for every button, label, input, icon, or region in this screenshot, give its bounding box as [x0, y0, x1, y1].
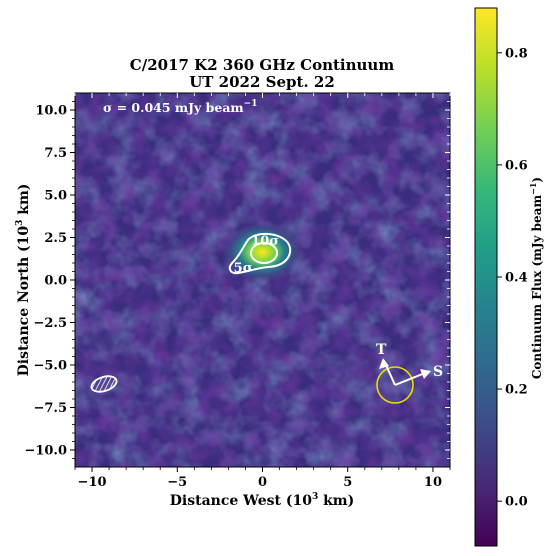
y-tick-label: 7.5 [44, 146, 67, 161]
sun-circle [376, 366, 414, 404]
x-tick-label: −10 [78, 475, 107, 490]
contours [228, 233, 292, 275]
velocity-direction-label: T [376, 342, 387, 358]
colorbar-tick-label: 0.6 [505, 158, 528, 173]
y-tick-label: 2.5 [44, 231, 67, 246]
contour-10sigma [250, 242, 278, 264]
beam-ellipse [90, 375, 118, 393]
sun-direction-label: S [433, 364, 443, 380]
y-tick-label: −10.0 [24, 444, 67, 459]
y-tick-label: 0.0 [44, 274, 67, 289]
colorbar-tick-label: 0.4 [505, 271, 528, 286]
contour-5sigma [228, 233, 292, 275]
y-tick-label: −2.5 [33, 316, 67, 331]
y-tick-label: −5.0 [33, 359, 67, 374]
y-tick-label: −7.5 [33, 401, 67, 416]
sigma-exp: −1 [244, 99, 258, 109]
colorbar-label: Continuum Flux (mJy beam−1) [528, 177, 544, 379]
y-axis-label: Distance North (103 km) [15, 184, 32, 377]
chart-title-line2: UT 2022 Sept. 22 [189, 73, 335, 91]
sigma-annotation: σ = 0.045 mJy beam−1 [103, 99, 257, 115]
heatmap-image [75, 93, 450, 467]
x-tick-label: 5 [343, 475, 352, 490]
colorbar-tick-label: 0.8 [505, 46, 528, 61]
chart-title-line1: C/2017 K2 360 GHz Continuum [130, 56, 395, 74]
contour-label-5sigma: 5σ [234, 261, 253, 276]
x-tick-label: −5 [167, 475, 187, 490]
colorbar-tick-label: 0.0 [505, 495, 528, 510]
contour-label-10sigma: 10σ [251, 234, 279, 249]
x-tick-label: 0 [258, 475, 267, 490]
x-tick-label: 10 [424, 475, 442, 490]
sigma-label: σ = 0.045 mJy beam−1 [103, 99, 257, 115]
y-tick-label: 10.0 [35, 104, 67, 119]
sun-arrow-head [420, 369, 431, 379]
direction-markers: S T [376, 342, 443, 404]
axis-ticks: −10 −5 0 5 10 10.0 7.5 5.0 2.5 0.0 −2.5 −5.0 −7.5 −10… [24, 93, 451, 490]
colorbar-ticks: 0.0 0.2 0.4 0.6 0.8 [497, 46, 528, 510]
colorbar-tick-label: 0.2 [505, 383, 528, 398]
colorbar [474, 7, 498, 547]
y-tick-label: 5.0 [44, 189, 67, 204]
velocity-arrow-head [379, 358, 389, 369]
x-axis-label: Distance West (103 km) [170, 492, 354, 509]
